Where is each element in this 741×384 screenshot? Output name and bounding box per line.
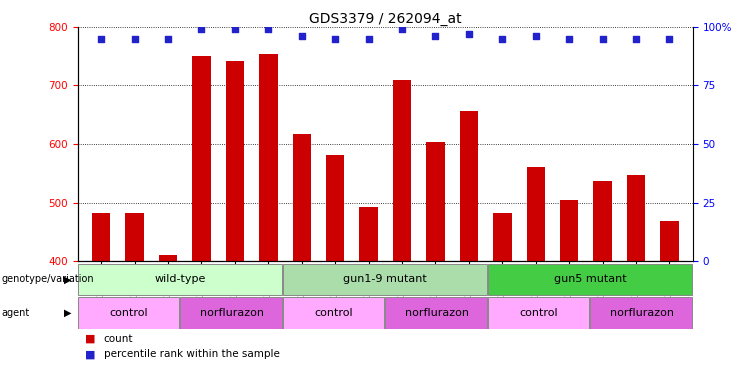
Bar [180, 298, 282, 329]
Text: agent: agent [1, 308, 30, 318]
Point [262, 26, 274, 32]
Bar [359, 207, 378, 261]
Text: gun1-9 mutant: gun1-9 mutant [343, 274, 428, 285]
Text: percentile rank within the sample: percentile rank within the sample [104, 349, 279, 359]
Point [96, 36, 107, 42]
Bar [92, 212, 110, 261]
Title: GDS3379 / 262094_at: GDS3379 / 262094_at [309, 12, 462, 26]
Bar [385, 298, 487, 329]
Point [496, 36, 508, 42]
Text: norflurazon: norflurazon [199, 308, 264, 318]
Text: genotype/variation: genotype/variation [1, 274, 94, 285]
Bar [488, 298, 589, 329]
Text: ■: ■ [85, 349, 99, 359]
Bar [78, 264, 282, 295]
Bar [426, 142, 445, 261]
Bar [393, 79, 411, 261]
Point [430, 33, 442, 39]
Point [530, 33, 542, 39]
Point [563, 36, 575, 42]
Bar [293, 134, 311, 261]
Text: control: control [519, 308, 559, 318]
Point [463, 31, 475, 37]
Bar [459, 111, 478, 261]
Text: count: count [104, 334, 133, 344]
Text: control: control [315, 308, 353, 318]
Bar [283, 264, 487, 295]
Text: gun5 mutant: gun5 mutant [554, 274, 627, 285]
Text: ▶: ▶ [64, 274, 72, 285]
Bar [493, 212, 511, 261]
Bar [259, 54, 278, 261]
Text: control: control [110, 308, 148, 318]
Bar [560, 200, 579, 261]
Text: wild-type: wild-type [155, 274, 206, 285]
Bar [591, 298, 691, 329]
Bar [326, 154, 345, 261]
Bar [226, 61, 244, 261]
Point [396, 26, 408, 32]
Bar [594, 181, 612, 261]
Point [362, 36, 374, 42]
Point [229, 26, 241, 32]
Point [129, 36, 141, 42]
Text: norflurazon: norflurazon [610, 308, 674, 318]
Bar [125, 212, 144, 261]
Bar [627, 175, 645, 261]
Bar [283, 298, 384, 329]
Bar [488, 264, 691, 295]
Text: norflurazon: norflurazon [405, 308, 468, 318]
Point [296, 33, 308, 39]
Bar [78, 298, 179, 329]
Point [329, 36, 341, 42]
Point [597, 36, 608, 42]
Point [663, 36, 675, 42]
Bar [192, 56, 210, 261]
Bar [159, 255, 177, 261]
Point [196, 26, 207, 32]
Bar [527, 167, 545, 261]
Bar [660, 221, 679, 261]
Text: ▶: ▶ [64, 308, 72, 318]
Point [630, 36, 642, 42]
Point [162, 36, 174, 42]
Text: ■: ■ [85, 334, 99, 344]
